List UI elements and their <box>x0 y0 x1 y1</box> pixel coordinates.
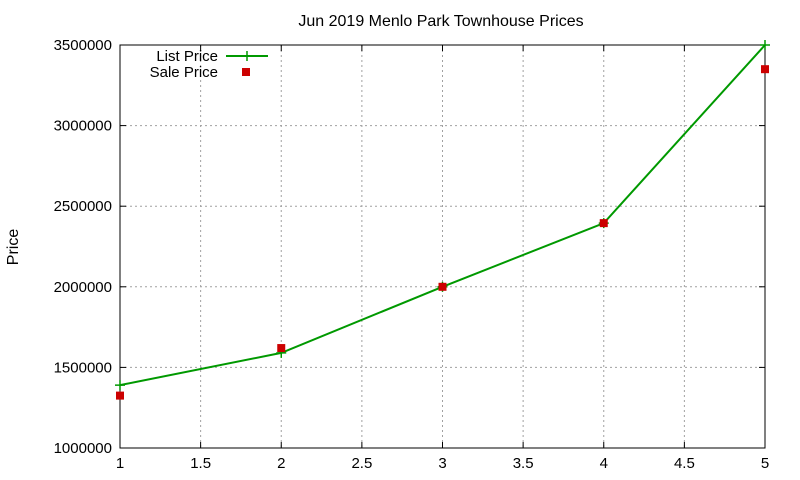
x-tick-label: 4 <box>600 455 608 472</box>
sale-price-point <box>116 391 124 400</box>
y-tick-label: 1500000 <box>54 359 112 376</box>
legend-marker-list-price <box>242 51 252 61</box>
list-price-point <box>760 40 770 50</box>
x-tick-label: 3.5 <box>513 455 534 472</box>
sale-price-point <box>761 65 769 74</box>
y-tick-label: 3000000 <box>54 118 112 135</box>
y-tick-label: 2500000 <box>54 198 112 215</box>
sale-price-point <box>277 344 286 353</box>
sale-price-point <box>438 282 447 291</box>
x-tick-label: 2 <box>277 455 285 472</box>
x-tick-label: 2.5 <box>351 455 372 472</box>
y-tick-label: 3500000 <box>54 37 112 54</box>
list-price-point <box>115 380 125 391</box>
x-tick-label: 3 <box>438 455 446 472</box>
chart-title: Jun 2019 Menlo Park Townhouse Prices <box>298 13 583 30</box>
legend-label-list-price: List Price <box>156 48 218 65</box>
x-tick-label: 1 <box>116 455 124 472</box>
data-series <box>115 40 770 400</box>
gridlines <box>120 45 765 448</box>
x-tick-label: 4.5 <box>674 455 695 472</box>
legend-label-sale-price: Sale Price <box>150 64 218 81</box>
x-tick-label: 1.5 <box>190 455 211 472</box>
sale-price-point <box>599 219 608 228</box>
x-axis-ticks: 1 1.5 2 2.5 3 3.5 4 4.5 5 <box>116 45 769 472</box>
y-tick-label: 2000000 <box>54 279 112 296</box>
x-tick-label: 5 <box>761 455 769 472</box>
y-axis-label: Price <box>5 229 22 266</box>
y-tick-label: 1000000 <box>54 440 112 457</box>
y-axis-ticks: 1000000 1500000 2000000 2500000 3000000 35000… <box>54 37 765 457</box>
legend-marker-sale-price <box>242 68 250 76</box>
